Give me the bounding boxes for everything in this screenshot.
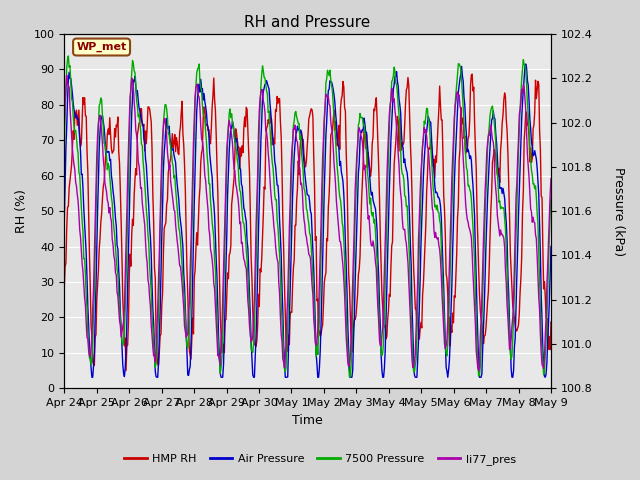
Y-axis label: RH (%): RH (%) [15, 189, 28, 233]
li77_pres [186, 266, 194, 272]
7500 Pressure [349, 305, 356, 311]
7500 Pressure [65, 53, 72, 59]
HMP RH [122, 368, 130, 373]
7500 Pressure [186, 302, 194, 308]
Y-axis label: Pressure (kPa): Pressure (kPa) [612, 167, 625, 256]
7500 Pressure [346, 374, 353, 380]
HMP RH [147, 119, 155, 124]
Air Pressure [147, 252, 155, 257]
7500 Pressure [60, 149, 68, 155]
li77_pres [63, 72, 70, 78]
li77_pres [282, 354, 289, 360]
HMP RH [547, 319, 555, 325]
7500 Pressure [282, 369, 289, 375]
li77_pres [348, 308, 356, 313]
li77_pres [428, 193, 435, 199]
Legend: HMP RH, Air Pressure, 7500 Pressure, li77_pres: HMP RH, Air Pressure, 7500 Pressure, li7… [120, 450, 520, 469]
li77_pres [547, 176, 555, 181]
HMP RH [186, 352, 194, 358]
li77_pres [60, 126, 68, 132]
Air Pressure [428, 134, 435, 140]
li77_pres [387, 102, 394, 108]
HMP RH [428, 143, 435, 149]
Line: 7500 Pressure: 7500 Pressure [64, 56, 551, 377]
Text: WP_met: WP_met [76, 42, 127, 52]
li77_pres [147, 322, 155, 328]
7500 Pressure [429, 171, 436, 177]
7500 Pressure [387, 95, 395, 100]
Air Pressure [88, 374, 96, 380]
Air Pressure [387, 162, 394, 168]
HMP RH [60, 285, 68, 290]
li77_pres [475, 368, 483, 374]
7500 Pressure [147, 289, 155, 295]
HMP RH [387, 294, 394, 300]
Air Pressure [282, 374, 289, 380]
X-axis label: Time: Time [292, 414, 323, 427]
Air Pressure [348, 374, 356, 380]
Line: HMP RH: HMP RH [64, 74, 551, 371]
Air Pressure [186, 363, 194, 369]
Line: Air Pressure: Air Pressure [64, 64, 551, 377]
7500 Pressure [547, 195, 555, 201]
HMP RH [282, 311, 289, 317]
Title: RH and Pressure: RH and Pressure [244, 15, 371, 30]
Air Pressure [522, 61, 530, 67]
Air Pressure [60, 218, 68, 224]
Line: li77_pres: li77_pres [64, 75, 551, 371]
Air Pressure [547, 244, 555, 250]
HMP RH [468, 71, 476, 77]
HMP RH [348, 349, 356, 355]
